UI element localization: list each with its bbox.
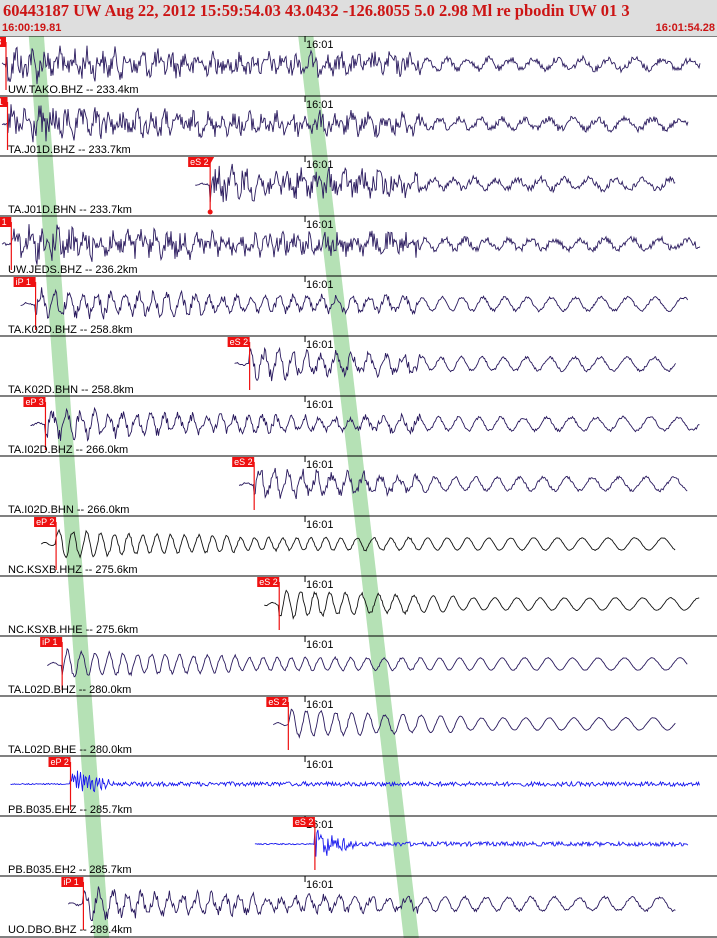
pick-flag	[13, 277, 36, 287]
minute-label: 16:01	[306, 879, 334, 891]
pick-flag	[292, 817, 315, 827]
minute-label: 16:01	[306, 579, 334, 591]
trace-row: 16:01 eP 2 NC.KSXB.HHZ -- 275.6km	[0, 515, 717, 576]
minute-label: 16:01	[306, 159, 334, 171]
trace-row: 16:01 eS 2 TA.I02D.BHN -- 266.0km	[0, 455, 717, 516]
pick-label: iP 1	[16, 277, 31, 287]
pick-label: iP 1	[0, 217, 7, 227]
minute-label: 16:01	[306, 279, 334, 291]
minute-label: 16:01	[306, 339, 334, 351]
waveform	[20, 287, 688, 320]
pick-label: iP 1	[42, 637, 57, 647]
trace-row: 16:01 eS 2 TA.J01D.BHN -- 233.7km	[0, 155, 717, 216]
trace-label: UW.JEDS.BHZ -- 236.2km	[8, 264, 138, 276]
trace-label: TA.I02D.BHN -- 266.0km	[8, 504, 129, 516]
pick-label: eS 2	[259, 577, 278, 587]
trace-row: 16:01 eS 2 NC.KSXB.HHE -- 275.6km	[0, 575, 717, 636]
pick-flag	[0, 217, 12, 227]
pick-label: eP 2	[36, 517, 54, 527]
minute-label: 16:01	[306, 219, 334, 231]
waveform	[1, 104, 689, 143]
waveform	[238, 467, 688, 500]
pick-flag	[188, 157, 211, 167]
pick-flag	[266, 697, 289, 707]
waveform	[234, 346, 676, 382]
pick-flag	[0, 97, 8, 107]
pick-flag	[40, 637, 63, 647]
trace-label: TA.L02D.BHZ -- 280.0km	[8, 684, 131, 696]
waveform	[273, 708, 676, 739]
trace-label: TA.I02D.BHZ -- 266.0km	[8, 444, 128, 456]
trace-label: NC.KSXB.HHZ -- 275.6km	[8, 564, 138, 576]
trace-row: 16:01 iP 1 TA.J01D.BHZ -- 233.7km	[0, 95, 717, 156]
pick-flag	[48, 757, 71, 767]
pick-flag	[34, 517, 57, 527]
minute-label: 16:01	[306, 399, 334, 411]
pick-flag	[257, 577, 280, 587]
waveform	[40, 528, 676, 559]
trace-label: NC.KSXB.HHE -- 275.6km	[8, 624, 138, 636]
end-time-label: 16:01:54.28	[655, 22, 715, 34]
seismogram-plot: 16:01 iP 3 UW.TAKO.BHZ -- 233.4km 16:01 iP 1…	[0, 36, 717, 938]
pick-label: iP 1	[63, 877, 78, 887]
pick-label: eS 2	[234, 457, 253, 467]
start-time-label: 16:00:19.81	[2, 22, 62, 34]
waveform	[68, 886, 676, 921]
trace-label: PB.B035.EHZ -- 285.7km	[8, 804, 132, 816]
minute-label: 16:01	[306, 699, 334, 711]
trace-label: TA.L02D.BHE -- 280.0km	[8, 744, 132, 756]
moveout-band-p	[28, 36, 110, 938]
pick-label: eS 2	[295, 817, 314, 827]
trace-label: TA.K02D.BHZ -- 258.8km	[8, 324, 133, 336]
waveform	[1, 224, 701, 265]
pick-label: iP 1	[0, 97, 3, 107]
waveform	[254, 829, 689, 857]
pick-label: eP 2	[51, 757, 69, 767]
minute-label: 16:01	[306, 99, 334, 111]
pick-label: eP 3	[25, 397, 43, 407]
waveform	[47, 647, 688, 678]
waveform	[264, 589, 700, 620]
header-bar: 60443187 UW Aug 22, 2012 15:59:54.03 43.…	[0, 0, 717, 36]
event-title: 60443187 UW Aug 22, 2012 15:59:54.03 43.…	[3, 1, 630, 20]
trace-label: UO.DBO.BHZ -- 289.4km	[8, 924, 132, 936]
waveform	[1, 45, 701, 85]
waveform	[195, 163, 676, 203]
pick-label: eS 2	[268, 697, 287, 707]
pick-flag	[23, 397, 46, 407]
pick-flag	[61, 877, 84, 887]
minute-label: 16:01	[306, 519, 334, 531]
pick-flag	[227, 337, 250, 347]
trace-row: 16:01 eS 2 TA.L02D.BHE -- 280.0km	[0, 695, 717, 756]
minute-label: 16:01	[306, 639, 334, 651]
pick-flag	[232, 457, 255, 467]
trace-row: 16:01 iP 3 UW.TAKO.BHZ -- 233.4km	[0, 36, 717, 96]
trace-row: 16:01 eP 3 TA.I02D.BHZ -- 266.0km	[0, 395, 717, 456]
pick-label: iP 3	[0, 37, 1, 47]
pick-triangle	[206, 157, 215, 164]
minute-label: 16:01	[306, 39, 334, 51]
trace-row: 16:01 eP 2 PB.B035.EHZ -- 285.7km	[0, 755, 717, 816]
pick-dot	[207, 209, 213, 215]
minute-label: 16:01	[306, 459, 334, 471]
minute-label: 16:01	[306, 759, 334, 771]
pick-label: eS 2	[190, 157, 209, 167]
trace-label: TA.J01D.BHZ -- 233.7km	[8, 144, 131, 156]
trace-label: TA.J01D.BHN -- 233.7km	[8, 204, 132, 216]
waveform	[10, 770, 700, 793]
trace-row: 16:01 iP 1 TA.K02D.BHZ -- 258.8km	[0, 275, 717, 336]
trace-row: 16:01 eS 2 TA.K02D.BHN -- 258.8km	[0, 335, 717, 396]
trace-label: UW.TAKO.BHZ -- 233.4km	[8, 84, 139, 96]
trace-label: TA.K02D.BHN -- 258.8km	[8, 384, 134, 396]
trace-label: PB.B035.EH2 -- 285.7km	[8, 864, 132, 876]
pick-flag	[0, 37, 6, 47]
trace-row: 16:01 iP 1 TA.L02D.BHZ -- 280.0km	[0, 635, 717, 696]
trace-row: 16:01 iP 1 UW.JEDS.BHZ -- 236.2km	[0, 215, 717, 276]
trace-row: 16:01 iP 1 UO.DBO.BHZ -- 289.4km	[0, 875, 717, 936]
pick-label: eS 2	[230, 337, 249, 347]
waveform	[30, 406, 700, 442]
